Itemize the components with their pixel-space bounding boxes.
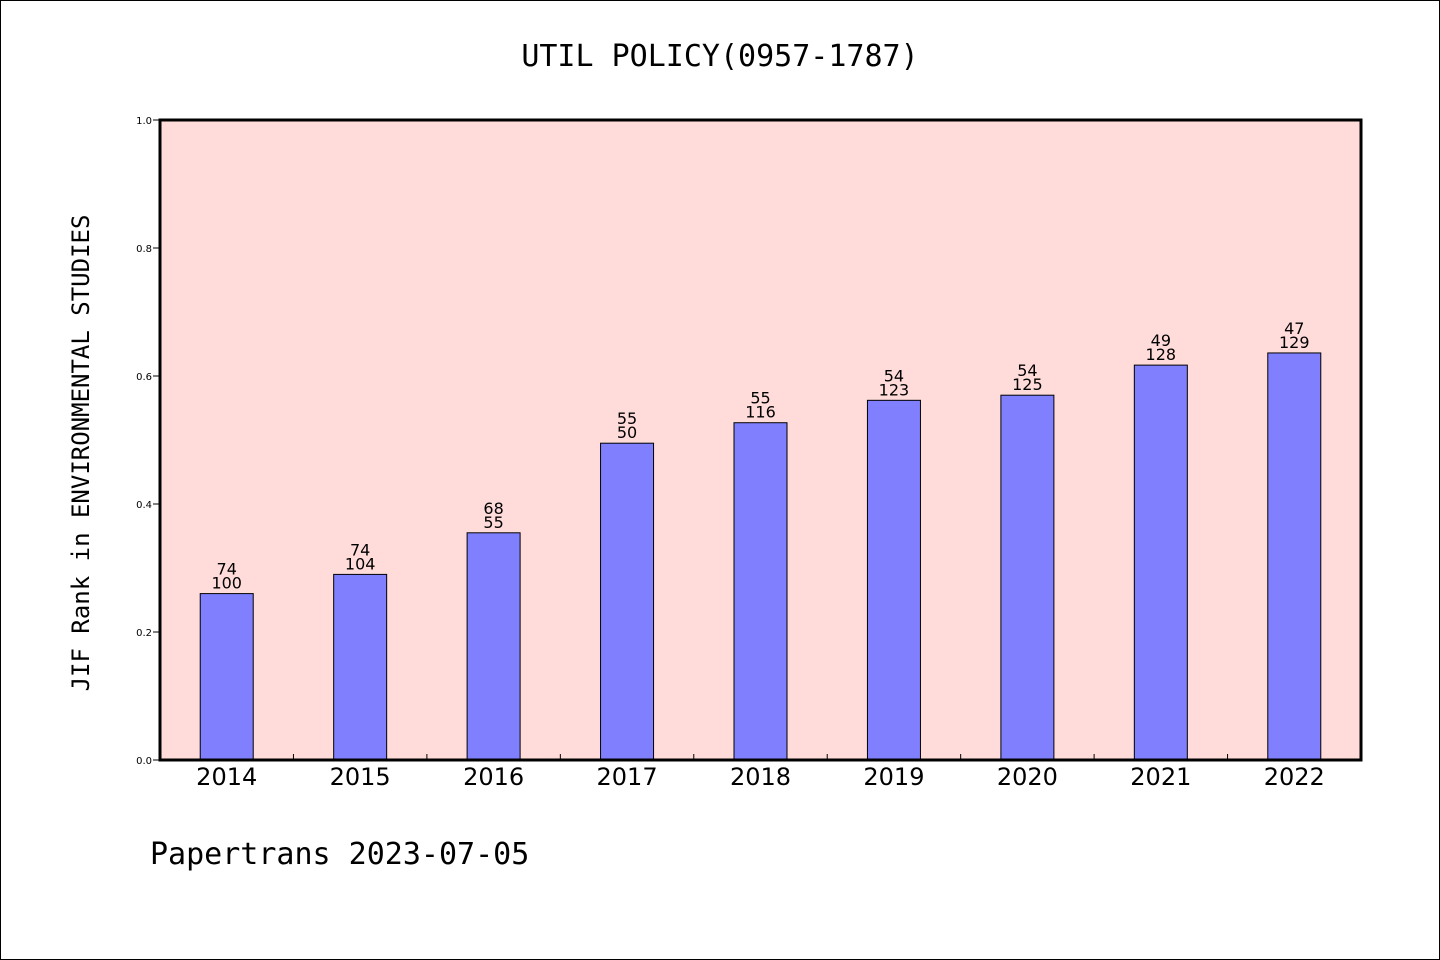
- bar-rank-label: 74: [217, 560, 237, 579]
- bar-total-label: 125: [1012, 375, 1043, 394]
- bar-2020: [1000, 394, 1055, 761]
- y-tick-label: 1.0: [136, 116, 152, 127]
- x-tick-label: 2017: [597, 763, 658, 791]
- bar-rank-label: 55: [750, 389, 770, 408]
- y-tick-label: 0.4: [136, 500, 152, 511]
- footer-watermark: Papertrans 2023-07-05: [150, 837, 529, 872]
- bar-rank-label: 47: [1284, 319, 1304, 338]
- plot-border: [158, 118, 1363, 762]
- bar-rank-label: 68: [483, 499, 503, 518]
- bar-total-label: 55: [483, 513, 503, 532]
- bar-2017: [600, 442, 655, 761]
- y-axis: 0.0 0.2 0.4 0.6 0.8 1.0: [136, 116, 160, 767]
- x-tick-label: 2016: [463, 763, 524, 791]
- bar-total-label: 123: [879, 380, 910, 399]
- bar-total-label: 50: [617, 423, 637, 442]
- bar-2014: [199, 593, 254, 761]
- bar-total-label: 100: [211, 574, 242, 593]
- y-axis-label: JIF Rank in ENVIRONMENTAL STUDIES: [67, 215, 95, 692]
- bar-2019: [866, 399, 921, 761]
- x-tick-label: 2020: [997, 763, 1058, 791]
- y-tick-label: 0.6: [136, 372, 152, 383]
- bar-2016: [466, 532, 521, 761]
- x-tick-label: 2022: [1264, 763, 1325, 791]
- bar-2022: [1267, 352, 1322, 761]
- bar-2015: [333, 573, 388, 761]
- bar-2018: [733, 422, 788, 761]
- y-tick-label: 0.2: [136, 628, 152, 639]
- x-tick-label: 2021: [1130, 763, 1191, 791]
- bar-total-label: 129: [1279, 333, 1310, 352]
- bar-total-label: 116: [745, 403, 776, 422]
- bar-rank-label: 74: [350, 540, 370, 559]
- bar-total-label: 104: [345, 554, 376, 573]
- bar-total-label: 128: [1146, 345, 1177, 364]
- x-tick-label: 2018: [730, 763, 791, 791]
- bars-group: 7410074104685555505511654123541254912847…: [199, 319, 1322, 761]
- x-tick-label: 2014: [196, 763, 257, 791]
- bar-rank-label: 49: [1151, 331, 1171, 350]
- bar-rank-label: 54: [1017, 361, 1037, 380]
- bar-rank-label: 55: [617, 409, 637, 428]
- chart-title: UTIL POLICY(0957-1787): [521, 39, 918, 74]
- y-tick-label: 0.0: [136, 756, 152, 767]
- x-tick-label: 2015: [330, 763, 391, 791]
- y-tick-label: 0.8: [136, 244, 152, 255]
- bar-2021: [1133, 364, 1188, 761]
- bar-rank-label: 54: [884, 366, 904, 385]
- x-tick-label: 2019: [863, 763, 924, 791]
- x-axis: 2014 2015 2016 2017 2018 2019 2020 2021 2022: [196, 754, 1325, 791]
